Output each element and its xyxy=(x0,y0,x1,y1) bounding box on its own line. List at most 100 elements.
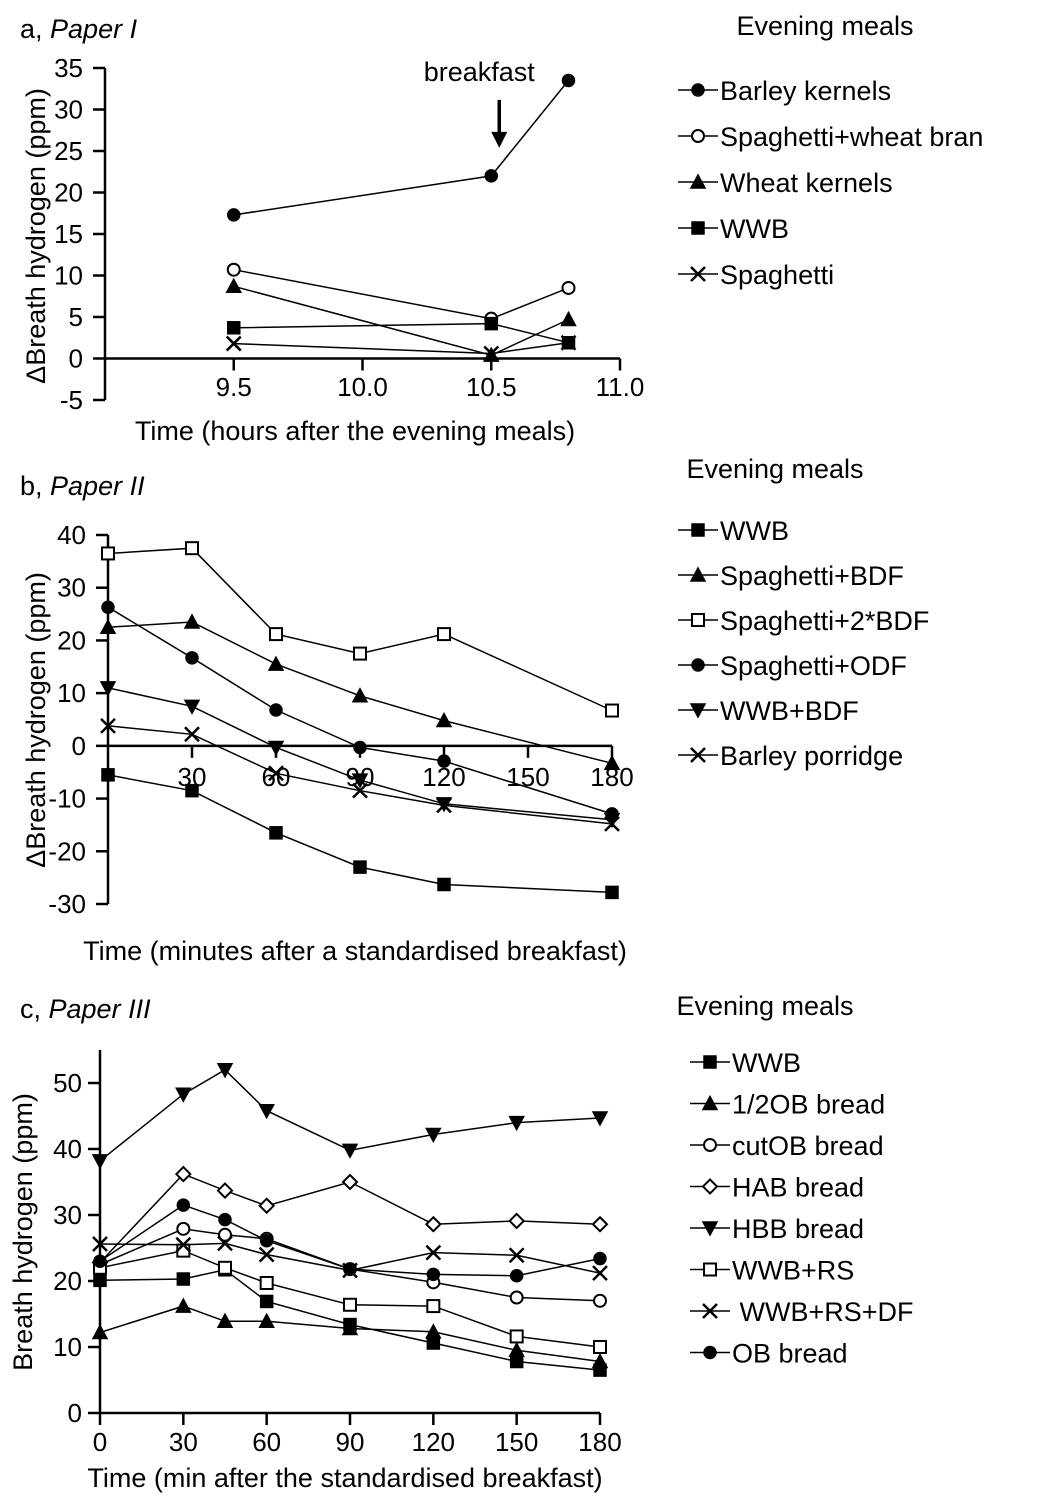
legend-marker xyxy=(690,747,706,763)
data-point xyxy=(343,1262,357,1276)
data-point xyxy=(258,1197,276,1215)
panel-label: a, xyxy=(20,14,50,44)
data-point xyxy=(185,541,199,556)
y-tick-label: 30 xyxy=(57,573,86,603)
series-4 xyxy=(227,316,576,350)
series-line xyxy=(107,774,613,894)
annotation-text: breakfast xyxy=(424,57,536,87)
y-tick-label: -30 xyxy=(48,889,86,919)
data-point xyxy=(351,687,369,703)
legend-marker xyxy=(701,1178,719,1195)
data-point xyxy=(267,655,285,671)
data-point xyxy=(425,1244,442,1261)
y-tick-label: 20 xyxy=(57,625,86,655)
data-point xyxy=(217,1235,233,1252)
legend-marker xyxy=(703,1055,717,1069)
series-5 xyxy=(225,334,577,362)
data-point xyxy=(508,1341,525,1358)
y-tick-label: 10 xyxy=(57,678,86,708)
data-point xyxy=(484,316,498,331)
legend-item: WWB xyxy=(690,1048,801,1078)
chart-panel-2: b, Paper II-30-20-1001020304030609012015… xyxy=(20,454,929,966)
legend: Evening meals WWB 1/2OB bread cutOB bread HA… xyxy=(676,991,913,1369)
data-point xyxy=(509,1329,524,1344)
data-point xyxy=(218,1212,232,1227)
data-point xyxy=(605,703,619,718)
data-point xyxy=(176,1198,191,1212)
y-tick-label: -5 xyxy=(60,385,83,415)
data-point xyxy=(593,1340,607,1354)
data-point xyxy=(426,1336,441,1350)
data-point xyxy=(91,1154,109,1170)
data-point xyxy=(353,646,367,661)
data-point xyxy=(93,1273,107,1288)
data-point xyxy=(435,711,453,728)
legend-label: Wheat kernels xyxy=(720,168,893,198)
data-point xyxy=(353,740,367,755)
data-point xyxy=(593,1251,607,1266)
legend-label: Barley kernels xyxy=(720,76,891,106)
series-2 xyxy=(91,1297,609,1369)
y-tick-label: 30 xyxy=(54,95,83,125)
legend-item: OB bread xyxy=(690,1339,848,1369)
series-4 xyxy=(91,1165,609,1271)
data-point xyxy=(218,1260,232,1275)
data-point xyxy=(591,1352,609,1369)
legend-item: Barley porridge xyxy=(678,741,903,771)
x-tick-label: 60 xyxy=(252,1427,281,1457)
data-point xyxy=(508,1247,525,1264)
y-tick-label: 35 xyxy=(54,53,83,83)
y-tick-label: 10 xyxy=(53,1332,82,1362)
legend-item: Barley kernels xyxy=(678,76,891,106)
data-point xyxy=(484,169,498,183)
legend-item: Wheat kernels xyxy=(678,168,893,198)
annotation-arrowhead xyxy=(491,131,508,148)
legend-label: WWB xyxy=(720,214,789,244)
data-point xyxy=(269,627,283,642)
legend-marker xyxy=(691,658,705,672)
legend-label: Spaghetti+ODF xyxy=(720,651,907,681)
legend-item: cutOB bread xyxy=(690,1131,884,1161)
data-point xyxy=(426,1267,441,1282)
series-line xyxy=(99,1305,601,1363)
data-point xyxy=(174,1165,192,1183)
legend-item: Spaghetti+ODF xyxy=(678,651,907,681)
series-line xyxy=(99,1268,601,1371)
data-point xyxy=(509,1354,524,1369)
series-line xyxy=(107,606,613,815)
legend-label: Barley porridge xyxy=(720,741,903,771)
x-axis-label: Time (hours after the evening meals) xyxy=(135,416,575,446)
data-point xyxy=(269,826,283,840)
legend-label: WWB xyxy=(720,516,789,546)
data-point xyxy=(508,1115,525,1132)
legend-marker xyxy=(691,129,705,143)
data-point xyxy=(560,334,577,351)
data-point xyxy=(509,1268,524,1283)
data-point xyxy=(341,1143,359,1159)
data-point xyxy=(183,699,201,715)
legend-label: cutOB bread xyxy=(732,1131,884,1161)
data-point xyxy=(341,1319,359,1336)
y-tick-label: 20 xyxy=(53,1266,82,1296)
legend-marker xyxy=(690,266,706,282)
data-point xyxy=(91,1323,109,1340)
panel-label: b, xyxy=(20,471,50,501)
y-tick-label: -10 xyxy=(48,784,86,814)
x-tick-label: 10.0 xyxy=(337,372,388,402)
legend-marker xyxy=(689,703,707,719)
x-tick-label: 150 xyxy=(495,1427,538,1457)
legend-label: WWB+RS+DF xyxy=(732,1297,914,1327)
data-point xyxy=(341,1173,359,1191)
data-point xyxy=(259,1275,274,1290)
legend-marker xyxy=(702,1303,718,1319)
data-point xyxy=(593,1293,607,1308)
legend-title: Evening meals xyxy=(686,454,863,484)
legend-item: Spaghetti xyxy=(678,260,834,290)
data-point xyxy=(605,885,619,900)
data-point xyxy=(218,1227,232,1242)
data-point xyxy=(437,627,451,642)
legend-item: WWB+RS+DF xyxy=(690,1297,914,1327)
data-point xyxy=(591,1215,609,1233)
data-point xyxy=(101,768,115,782)
y-tick-label: 10 xyxy=(54,261,83,291)
